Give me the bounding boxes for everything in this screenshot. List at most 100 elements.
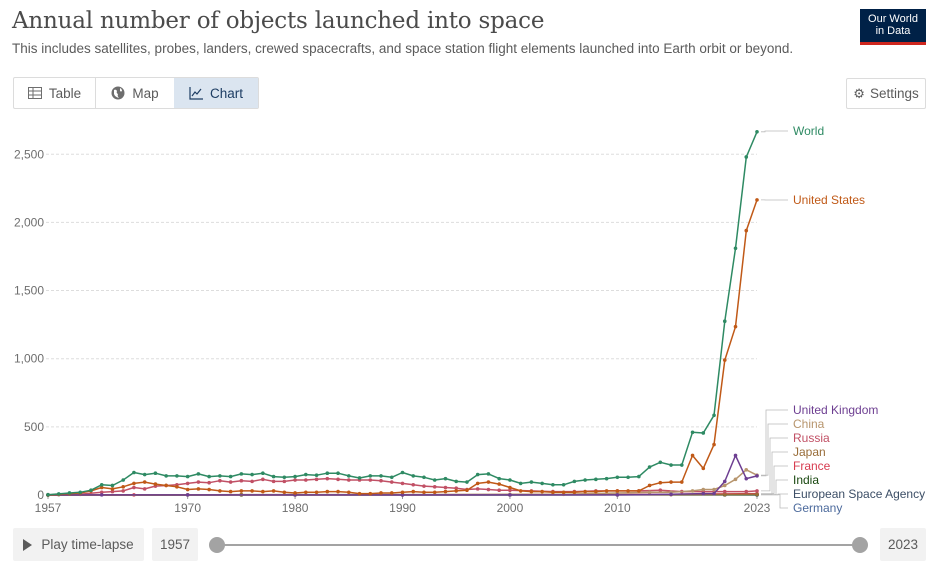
timeline-end-handle[interactable] xyxy=(852,537,868,553)
data-point-russia xyxy=(346,478,351,482)
label-connector-russia xyxy=(761,437,788,492)
series-label-china: China xyxy=(793,417,825,431)
data-point-russia xyxy=(293,478,297,482)
view-tabs: Table Map Chart xyxy=(13,77,259,109)
data-point-world xyxy=(615,475,620,480)
data-point-world xyxy=(508,478,512,482)
data-point-world xyxy=(400,470,405,475)
timeline-start-handle[interactable] xyxy=(209,537,225,553)
data-point-world xyxy=(637,474,641,479)
data-point-united-states xyxy=(583,489,587,494)
tab-chart[interactable]: Chart xyxy=(174,78,258,108)
data-point-world xyxy=(669,463,673,467)
series-label-united-kingdom: United Kingdom xyxy=(793,403,878,417)
data-point-united-states xyxy=(164,483,168,488)
data-point-united-states xyxy=(304,490,308,495)
data-point-china xyxy=(744,467,749,472)
data-point-united-states xyxy=(712,442,716,447)
play-timelapse-button[interactable]: Play time-lapse xyxy=(13,528,144,561)
data-point-united-states xyxy=(389,491,394,495)
data-point-russia xyxy=(228,480,233,484)
data-point-world xyxy=(561,482,566,487)
end-year-box[interactable]: 2023 xyxy=(880,528,926,561)
data-point-china xyxy=(701,487,706,492)
series-label-germany: Germany xyxy=(793,501,842,515)
data-point-russia xyxy=(196,480,201,484)
data-point-united-states xyxy=(744,228,749,233)
settings-label: Settings xyxy=(869,86,919,101)
data-point-world xyxy=(175,474,179,478)
data-point-world xyxy=(475,472,480,477)
tab-table[interactable]: Table xyxy=(14,78,96,108)
data-point-united-states xyxy=(175,485,179,489)
data-point-united-kingdom xyxy=(185,493,190,497)
series-line-world xyxy=(47,131,758,496)
data-point-world xyxy=(46,492,50,497)
data-point-united-states xyxy=(680,480,684,484)
data-point-russia xyxy=(99,490,104,495)
y-tick-label: 2,000 xyxy=(14,215,44,229)
label-connector-united-kingdom xyxy=(761,409,788,477)
tab-map[interactable]: Map xyxy=(96,78,174,108)
data-point-russia xyxy=(454,486,459,490)
data-point-united-states xyxy=(357,491,362,496)
data-point-united-states xyxy=(325,489,330,494)
data-point-world xyxy=(594,477,598,482)
data-point-world xyxy=(411,474,416,478)
data-point-russia xyxy=(443,485,448,490)
data-point-world xyxy=(712,413,716,418)
data-point-united-states xyxy=(755,198,759,202)
data-point-world xyxy=(304,472,308,477)
data-point-china xyxy=(733,477,738,482)
data-point-world xyxy=(626,475,630,480)
gear-icon: ⚙ xyxy=(853,85,865,101)
data-point-world xyxy=(228,474,233,479)
data-point-world xyxy=(325,471,330,475)
play-label: Play time-lapse xyxy=(41,537,134,552)
data-point-world xyxy=(379,474,383,478)
data-point-world xyxy=(733,246,738,251)
data-point-world xyxy=(314,473,319,478)
label-connector-france xyxy=(761,465,788,494)
data-point-russia xyxy=(304,478,308,482)
data-point-united-states xyxy=(722,358,727,362)
series-label-japan: Japan xyxy=(793,445,826,459)
data-point-united-states xyxy=(561,490,566,495)
data-point-russia xyxy=(239,478,244,483)
data-point-world xyxy=(389,475,394,480)
data-point-world xyxy=(218,474,222,478)
data-point-world xyxy=(680,463,684,467)
data-point-united-states xyxy=(271,489,276,493)
series-label-india: India xyxy=(793,473,819,487)
data-point-russia xyxy=(475,487,480,491)
data-point-world xyxy=(78,490,83,495)
series-line-united-kingdom xyxy=(47,454,758,496)
data-point-united-states xyxy=(508,485,512,490)
data-point-china xyxy=(647,490,652,495)
data-point-russia xyxy=(508,488,512,493)
data-point-world xyxy=(67,491,72,495)
start-year-box[interactable]: 1957 xyxy=(152,528,198,561)
data-point-united-states xyxy=(185,487,190,492)
data-point-japan xyxy=(722,492,727,497)
x-tick-label: 2010 xyxy=(604,501,631,515)
label-connector-japan xyxy=(761,451,788,495)
data-point-world xyxy=(207,474,211,479)
timeline-track[interactable] xyxy=(217,544,860,546)
data-point-russia xyxy=(207,480,211,485)
data-point-united-states xyxy=(346,490,351,495)
label-connector-china xyxy=(761,423,788,476)
data-point-russia xyxy=(379,478,383,483)
data-point-united-kingdom xyxy=(733,453,738,458)
settings-button[interactable]: ⚙ Settings xyxy=(846,78,926,109)
data-point-world xyxy=(486,472,491,476)
data-point-united-kingdom xyxy=(712,491,716,496)
owid-logo[interactable]: Our World in Data xyxy=(860,9,926,45)
data-point-russia xyxy=(411,482,416,487)
data-point-united-states xyxy=(196,487,201,491)
data-point-world xyxy=(551,482,555,487)
data-point-china xyxy=(712,487,716,492)
tab-table-label: Table xyxy=(48,85,82,101)
data-point-united-states xyxy=(250,489,254,493)
data-point-world xyxy=(701,431,706,435)
